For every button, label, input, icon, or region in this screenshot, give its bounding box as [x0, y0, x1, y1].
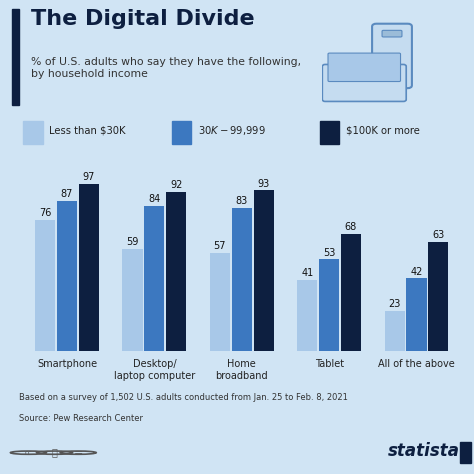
- Text: 83: 83: [236, 196, 248, 206]
- FancyBboxPatch shape: [372, 24, 412, 88]
- Text: 68: 68: [345, 222, 357, 232]
- Text: Based on a survey of 1,502 U.S. adults conducted from Jan. 25 to Feb. 8, 2021: Based on a survey of 1,502 U.S. adults c…: [19, 393, 348, 402]
- Text: The Digital Divide: The Digital Divide: [31, 9, 255, 29]
- Text: 41: 41: [301, 268, 313, 278]
- Text: Desktop/
laptop computer: Desktop/ laptop computer: [114, 359, 195, 381]
- Text: Tablet: Tablet: [315, 359, 344, 369]
- Bar: [144, 206, 164, 351]
- Text: Smartphone: Smartphone: [37, 359, 97, 369]
- Bar: [210, 253, 230, 351]
- Text: 87: 87: [61, 189, 73, 199]
- Bar: [23, 121, 43, 144]
- FancyBboxPatch shape: [382, 30, 402, 37]
- Bar: [57, 201, 77, 351]
- Bar: [172, 121, 191, 144]
- FancyBboxPatch shape: [322, 64, 406, 101]
- Text: 23: 23: [388, 300, 401, 310]
- Bar: [460, 442, 471, 464]
- Bar: [319, 259, 339, 351]
- Text: 63: 63: [432, 230, 445, 240]
- Bar: [35, 220, 55, 351]
- Bar: [79, 183, 99, 351]
- Text: Home
broadband: Home broadband: [215, 359, 268, 381]
- Text: 57: 57: [214, 241, 226, 251]
- Text: =: =: [73, 447, 83, 458]
- Bar: [341, 234, 361, 351]
- Bar: [384, 311, 405, 351]
- Text: $30K - $99,999: $30K - $99,999: [198, 124, 265, 137]
- Bar: [297, 280, 317, 351]
- Bar: [232, 208, 252, 351]
- Text: Less than $30K: Less than $30K: [49, 126, 126, 136]
- Bar: [166, 192, 186, 351]
- Bar: [122, 249, 143, 351]
- Bar: [320, 121, 339, 144]
- Bar: [406, 278, 427, 351]
- Bar: [428, 242, 448, 351]
- FancyBboxPatch shape: [328, 53, 401, 82]
- Text: Source: Pew Research Center: Source: Pew Research Center: [19, 414, 143, 423]
- Text: 76: 76: [39, 208, 51, 218]
- Bar: [12, 9, 19, 105]
- Text: 42: 42: [410, 267, 423, 277]
- Text: 84: 84: [148, 194, 161, 204]
- Text: 93: 93: [257, 179, 270, 189]
- Text: All of the above: All of the above: [378, 359, 455, 369]
- Text: 53: 53: [323, 248, 335, 258]
- Text: 92: 92: [170, 181, 182, 191]
- Text: cc: cc: [25, 450, 32, 456]
- Text: $100K or more: $100K or more: [346, 126, 420, 136]
- Bar: [254, 191, 273, 351]
- Text: 59: 59: [127, 237, 139, 247]
- Text: 97: 97: [82, 172, 95, 182]
- Text: ⓘ: ⓘ: [52, 447, 57, 458]
- Text: % of U.S. adults who say they have the following,
by household income: % of U.S. adults who say they have the f…: [31, 57, 301, 79]
- Text: statista: statista: [388, 442, 460, 459]
